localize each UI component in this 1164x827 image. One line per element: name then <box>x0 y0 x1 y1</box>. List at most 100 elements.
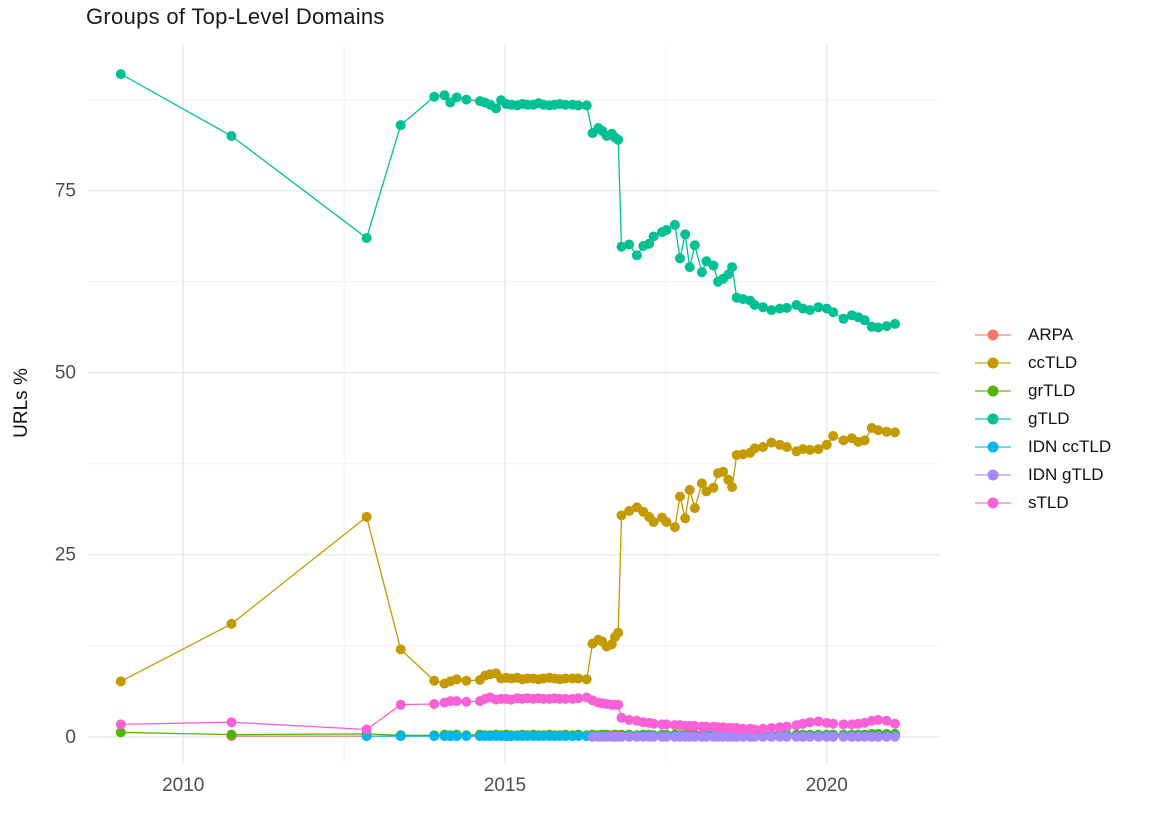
legend-key-icon <box>975 441 1011 453</box>
point-marker <box>680 513 691 524</box>
legend-key-icon <box>975 357 1011 369</box>
point-marker <box>696 478 707 489</box>
y-tick-label: 75 <box>55 181 76 202</box>
point-marker <box>805 305 815 316</box>
point-marker <box>675 491 685 502</box>
point-marker <box>648 731 659 742</box>
point-marker <box>758 723 768 734</box>
point-marker <box>644 238 655 249</box>
point-marker <box>226 729 237 740</box>
point-marker <box>766 731 777 742</box>
series-cctld <box>115 423 900 689</box>
point-marker <box>560 731 571 742</box>
point-marker <box>451 696 462 707</box>
point-marker <box>749 731 760 742</box>
point-marker <box>395 699 406 710</box>
point-marker <box>684 262 695 273</box>
point-marker <box>461 731 472 742</box>
point-marker <box>648 231 659 242</box>
point-marker <box>613 699 624 710</box>
point-marker <box>439 90 450 101</box>
point-marker <box>781 442 792 452</box>
point-marker <box>890 427 900 438</box>
point-marker <box>749 724 760 735</box>
y-tick-label: 25 <box>55 545 76 566</box>
legend-key-icon <box>975 469 1011 481</box>
point-marker <box>838 731 849 742</box>
point-marker <box>813 731 824 742</box>
legend-label: grTLD <box>1028 381 1076 400</box>
legend-label: IDN gTLD <box>1028 465 1104 484</box>
point-marker <box>881 731 892 742</box>
point-marker <box>758 731 768 742</box>
point-marker <box>616 241 627 252</box>
point-marker <box>624 239 635 250</box>
point-marker <box>648 517 659 527</box>
point-marker <box>781 302 792 313</box>
point-marker <box>781 731 792 742</box>
point-marker <box>624 506 635 516</box>
point-marker <box>689 240 700 251</box>
legend-item-stld: sTLD <box>974 489 1111 517</box>
x-tick-label: 2010 <box>162 775 204 796</box>
point-marker <box>115 719 126 730</box>
point-marker <box>461 94 472 105</box>
point-marker <box>226 717 237 728</box>
legend-label: ARPA <box>1028 325 1074 344</box>
legend-item-idn-gtld: IDN gTLD <box>974 461 1111 489</box>
legend-item-grtld: grTLD <box>974 377 1111 405</box>
point-marker <box>669 522 680 533</box>
point-marker <box>689 731 700 742</box>
point-marker <box>718 466 729 477</box>
legend-key-icon <box>975 329 1011 341</box>
series-idn-gtld <box>587 731 900 742</box>
legend-label: ccTLD <box>1028 353 1078 372</box>
point-marker <box>661 517 672 527</box>
point-marker <box>451 731 462 742</box>
point-marker <box>781 721 792 732</box>
point-marker <box>738 731 749 742</box>
grid-major <box>88 45 940 763</box>
point-marker <box>805 731 815 742</box>
point-marker <box>115 727 126 738</box>
legend: ARPA ccTLD grTLD gTLD IDN ccTLD IDN gTLD sTLD <box>974 321 1111 517</box>
legend-item-cctld: ccTLD <box>974 349 1111 377</box>
point-marker <box>573 100 584 111</box>
point-marker <box>828 307 839 318</box>
point-marker <box>859 435 870 446</box>
point-marker <box>838 435 849 446</box>
point-marker <box>813 302 824 313</box>
point-marker <box>749 300 760 310</box>
point-marker <box>675 253 685 264</box>
point-marker <box>890 318 900 329</box>
legend-label: gTLD <box>1028 409 1070 428</box>
point-marker <box>226 618 237 629</box>
point-marker <box>859 731 870 742</box>
point-marker <box>828 431 839 441</box>
point-marker <box>573 731 584 742</box>
point-marker <box>805 717 815 728</box>
point-marker <box>828 731 839 742</box>
point-marker <box>758 302 768 313</box>
point-marker <box>727 262 738 273</box>
point-marker <box>429 91 440 102</box>
point-marker <box>881 321 892 332</box>
point-marker <box>624 715 635 725</box>
point-marker <box>361 724 372 735</box>
legend-key-icon <box>975 497 1011 509</box>
point-marker <box>461 696 472 707</box>
point-marker <box>766 305 777 316</box>
series-gtld <box>115 69 900 333</box>
point-marker <box>680 229 691 240</box>
legend-label: sTLD <box>1028 493 1069 512</box>
chart-title: Groups of Top-Level Domains <box>86 4 385 29</box>
point-marker <box>560 99 571 110</box>
point-marker <box>613 134 624 145</box>
point-marker <box>669 219 680 230</box>
point-marker <box>429 731 440 742</box>
point-marker <box>560 693 571 704</box>
point-marker <box>624 731 635 742</box>
point-marker <box>758 442 768 452</box>
point-marker <box>429 699 440 709</box>
